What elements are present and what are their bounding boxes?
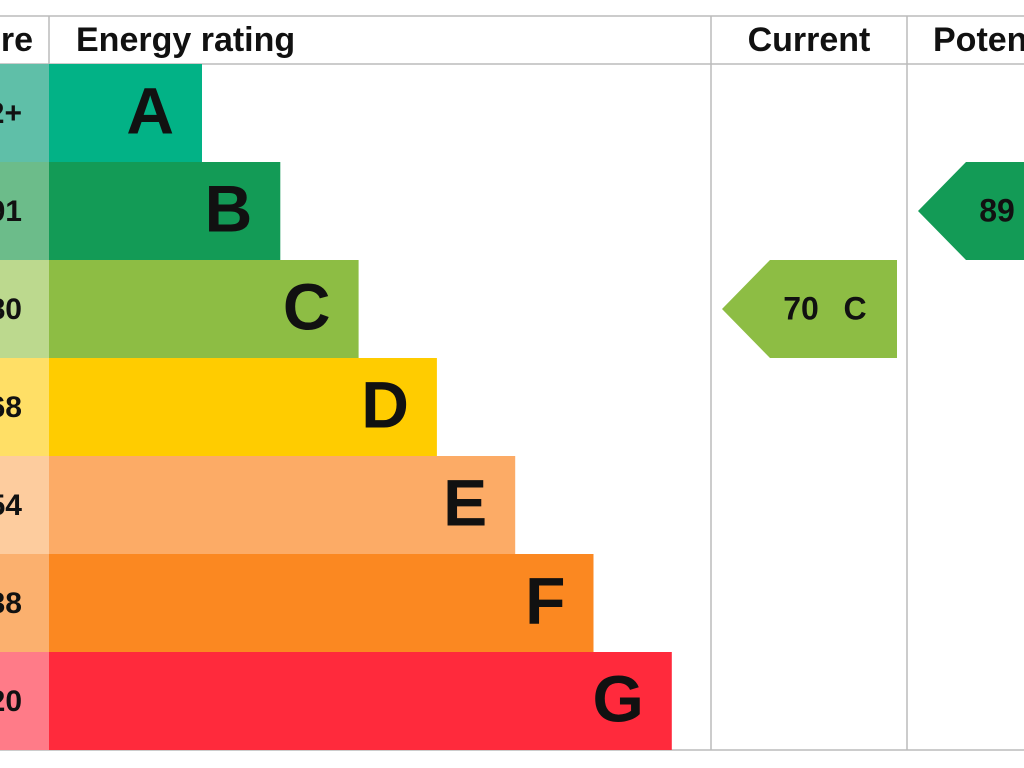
band-letter: F: [525, 563, 565, 637]
score-cell: [0, 162, 49, 260]
column-header: Score: [0, 21, 33, 59]
band-letter: A: [126, 73, 174, 147]
current-arrow: [722, 260, 897, 358]
potential-arrow: [918, 162, 1024, 260]
score-range: 1-20: [0, 685, 22, 718]
potential-value: 89: [979, 192, 1015, 228]
rating-band: [49, 162, 281, 260]
band-letter: E: [443, 465, 487, 539]
band-letter: D: [361, 367, 409, 441]
score-cell: [0, 260, 49, 358]
band-letter: B: [205, 171, 253, 245]
score-range: 21-38: [0, 587, 22, 620]
rating-band: [49, 64, 202, 162]
score-cell: [0, 358, 49, 456]
rating-band: [49, 554, 594, 652]
band-letter: G: [592, 661, 643, 735]
score-range: 39-54: [0, 489, 22, 522]
score-cell: [0, 64, 49, 162]
rating-band: [49, 652, 672, 750]
current-letter: C: [843, 290, 866, 326]
score-range: 92+: [0, 97, 22, 130]
column-header: Current: [748, 21, 871, 59]
rating-band: [49, 358, 437, 456]
band-letter: C: [283, 269, 331, 343]
rating-band: [49, 456, 516, 554]
column-header: Energy rating: [76, 21, 295, 59]
score-cell: [0, 652, 49, 750]
rating-band: [49, 260, 359, 358]
score-cell: [0, 554, 49, 652]
score-range: 55-68: [0, 391, 22, 424]
current-value: 70: [783, 290, 819, 326]
score-range: 81-91: [0, 195, 22, 228]
column-header: Potential: [933, 21, 1024, 59]
score-cell: [0, 456, 49, 554]
score-range: 69-80: [0, 293, 22, 326]
